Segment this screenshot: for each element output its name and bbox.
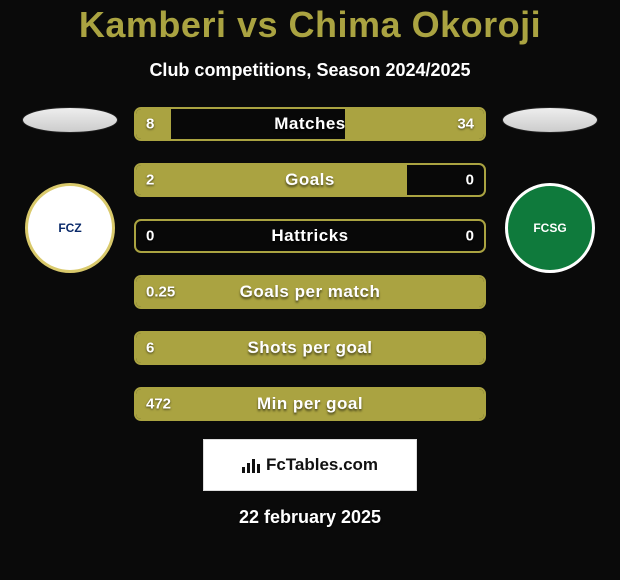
club-badge-left-text: FCZ xyxy=(58,221,81,235)
stat-value-right: 0 xyxy=(466,228,474,245)
stat-bar: 0.25 Goals per match xyxy=(134,275,486,309)
title-vs: vs xyxy=(237,4,278,45)
stat-fill-left xyxy=(136,165,407,195)
left-side: FCZ xyxy=(10,107,130,273)
stat-value-right: 0 xyxy=(466,172,474,189)
stat-bar: 8 34 Matches xyxy=(134,107,486,141)
page-title: Kamberi vs Chima Okoroji xyxy=(0,4,620,46)
stat-value-left: 2 xyxy=(146,172,154,189)
right-side: FCSG xyxy=(490,107,610,273)
stat-value-left: 8 xyxy=(146,116,154,133)
club-badge-left: FCZ xyxy=(25,183,115,273)
country-flag-left xyxy=(22,107,118,133)
title-player-a: Kamberi xyxy=(79,4,227,45)
subtitle: Club competitions, Season 2024/2025 xyxy=(0,60,620,81)
country-flag-right xyxy=(502,107,598,133)
stat-bar: 6 Shots per goal xyxy=(134,331,486,365)
stat-value-right: 34 xyxy=(457,116,474,133)
stat-value-left: 0.25 xyxy=(146,284,175,301)
stat-label: Matches xyxy=(274,114,346,134)
club-badge-right-text: FCSG xyxy=(533,221,566,235)
title-player-b: Chima Okoroji xyxy=(289,4,542,45)
brand-chart-icon xyxy=(242,457,260,473)
stat-bar: 0 0 Hattricks xyxy=(134,219,486,253)
club-badge-right: FCSG xyxy=(505,183,595,273)
stat-value-left: 0 xyxy=(146,228,154,245)
stat-label: Goals xyxy=(285,170,335,190)
stat-label: Goals per match xyxy=(240,282,381,302)
brand-box[interactable]: FcTables.com xyxy=(203,439,417,491)
brand-text: FcTables.com xyxy=(266,455,378,475)
stat-bar: 2 0 Goals xyxy=(134,163,486,197)
stat-label: Min per goal xyxy=(257,394,363,414)
stat-label: Hattricks xyxy=(271,226,348,246)
stat-bar: 472 Min per goal xyxy=(134,387,486,421)
stat-value-left: 472 xyxy=(146,396,171,413)
infographic-root: Kamberi vs Chima Okoroji Club competitio… xyxy=(0,0,620,580)
stats-column: 8 34 Matches 2 0 Goals 0 0 Hattricks 0.25 Goals pe… xyxy=(130,107,490,421)
stat-value-left: 6 xyxy=(146,340,154,357)
body-row: FCZ 8 34 Matches 2 0 Goals 0 0 Hattricks 0.25 Goal… xyxy=(0,107,620,421)
stat-label: Shots per goal xyxy=(247,338,372,358)
footer-date: 22 february 2025 xyxy=(0,507,620,528)
